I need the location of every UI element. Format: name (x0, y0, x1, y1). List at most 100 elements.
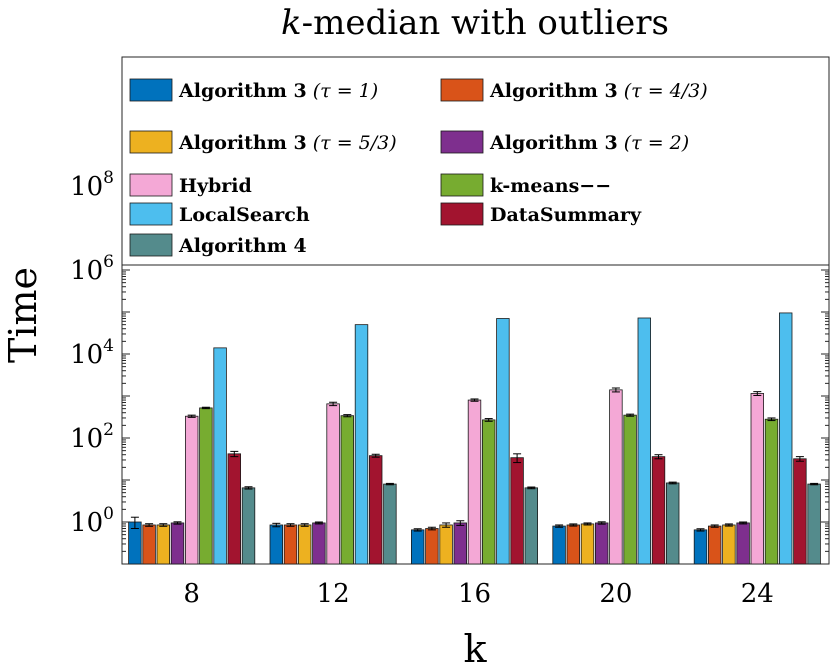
y-tick-exponent: 8 (103, 168, 114, 188)
y-tick-exponent: 4 (103, 336, 114, 356)
bar (764, 418, 779, 565)
y-tick-label: 106 (70, 252, 114, 286)
bar (425, 528, 439, 565)
y-tick-exponent: 6 (103, 252, 114, 272)
bar (637, 317, 652, 565)
bar (312, 522, 326, 565)
y-tick-base: 10 (70, 340, 103, 370)
bar (566, 524, 581, 565)
legend-entry: Algorithm 4 (178, 235, 307, 257)
bar (297, 524, 312, 565)
bar (708, 525, 722, 565)
bar (283, 524, 298, 565)
bar (510, 457, 524, 565)
bar (481, 419, 496, 565)
legend-entry-name: Algorithm 3 (489, 132, 618, 154)
legend-swatch (440, 173, 484, 197)
y-axis-label: Time (1, 267, 45, 363)
y-tick-label: 100 (70, 504, 114, 538)
legend-entry-name: k-means−− (490, 175, 611, 197)
legend-entry-name: DataSummary (490, 204, 642, 226)
legend-entry: Algorithm 3 (τ = 5/3) (178, 132, 397, 154)
bar (326, 403, 340, 565)
chart-title-rest: -median with outliers (302, 3, 669, 43)
y-tick-base: 10 (70, 508, 103, 538)
bar (595, 522, 609, 565)
legend-entry-name: Algorithm 3 (178, 132, 307, 154)
y-tick-base: 10 (70, 256, 103, 286)
bar (793, 458, 807, 565)
legend-entry: LocalSearch (179, 204, 310, 226)
bar (779, 312, 793, 565)
legend-entry-name: Hybrid (179, 175, 252, 197)
legend-entry: Algorithm 3 (τ = 4/3) (489, 80, 708, 102)
y-tick-exponent: 0 (103, 504, 114, 524)
chart-title: k-median with outliers (281, 3, 669, 43)
legend-swatch (129, 78, 173, 102)
legend-swatch (440, 130, 484, 154)
bar (750, 393, 765, 565)
legend-entry-param: (τ = 5/3) (307, 132, 397, 154)
legend-entry-name: Algorithm 3 (178, 80, 307, 102)
legend-swatch (440, 202, 484, 226)
bar (651, 456, 666, 565)
bar (199, 407, 213, 565)
bar (439, 524, 453, 565)
bar (666, 482, 680, 565)
y-tick-label: 102 (70, 420, 114, 454)
legend-entry-name: LocalSearch (179, 204, 310, 226)
legend-entry: Hybrid (179, 175, 252, 197)
bar (552, 525, 566, 565)
bar (354, 324, 369, 565)
x-tick-label: 20 (599, 579, 632, 609)
x-tick-label: 24 (741, 579, 774, 609)
bar (623, 414, 637, 565)
legend: Algorithm 3 (τ = 1) Algorithm 3 (τ = 4/3)… (121, 56, 830, 266)
bar (241, 487, 256, 565)
bar (524, 487, 539, 565)
bar (383, 483, 397, 565)
legend-entry-param: (τ = 1) (307, 80, 378, 102)
bar (410, 529, 425, 565)
y-tick-label: 108 (70, 168, 114, 202)
bar (227, 453, 242, 565)
x-axis-label: k (463, 627, 487, 668)
bar (340, 415, 355, 565)
legend-swatch (129, 173, 173, 197)
bar (693, 529, 708, 565)
bar (467, 399, 482, 565)
legend-entry-param: (τ = 4/3) (618, 80, 708, 102)
bar (736, 522, 750, 565)
bar (213, 347, 227, 565)
bar (156, 524, 171, 565)
bar (453, 522, 468, 565)
y-tick-label: 104 (70, 336, 114, 370)
bar (269, 524, 284, 565)
legend-entry-name: Algorithm 3 (489, 80, 618, 102)
y-tick-base: 10 (70, 172, 103, 202)
x-tick-label: 8 (183, 579, 200, 609)
legend-entry: Algorithm 3 (τ = 2) (489, 132, 689, 154)
legend-swatch (129, 233, 173, 257)
legend-swatch (440, 78, 484, 102)
legend-entry: Algorithm 3 (τ = 1) (178, 80, 378, 102)
bar (722, 524, 736, 565)
bar (170, 522, 185, 565)
y-tick-base: 10 (70, 424, 103, 454)
bar (580, 523, 595, 565)
bar (807, 483, 821, 565)
bar (368, 455, 383, 565)
legend-entry-param: (τ = 2) (618, 132, 689, 154)
legend-swatch (129, 130, 173, 154)
legend-entry: DataSummary (490, 204, 642, 226)
bar (184, 415, 199, 565)
legend-entry-name: Algorithm 4 (178, 235, 307, 257)
x-tick-label: 16 (458, 579, 491, 609)
bar (496, 318, 510, 565)
legend-entry: k-means−− (490, 175, 611, 197)
y-tick-exponent: 2 (103, 420, 114, 440)
bar (609, 389, 623, 565)
bar (142, 524, 156, 565)
x-tick-label: 12 (317, 579, 350, 609)
